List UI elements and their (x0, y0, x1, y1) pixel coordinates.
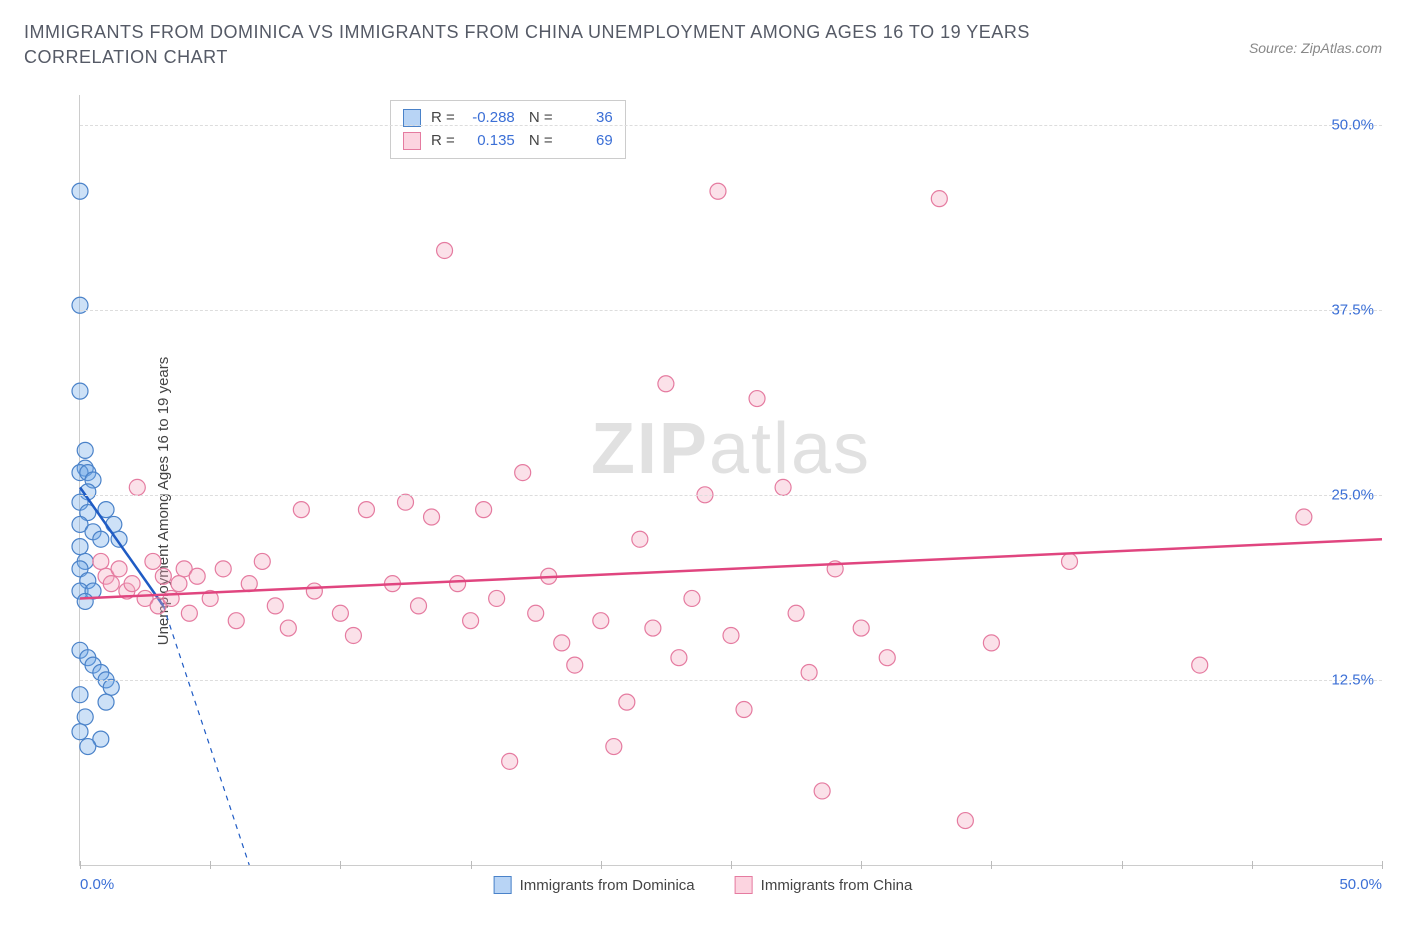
source-attribution: Source: ZipAtlas.com (1249, 40, 1382, 56)
data-point (332, 605, 348, 621)
data-point (72, 539, 88, 555)
data-point (749, 391, 765, 407)
data-point (814, 783, 830, 799)
data-point (1296, 509, 1312, 525)
data-point (98, 694, 114, 710)
data-point (72, 183, 88, 199)
data-point (93, 553, 109, 569)
data-point (450, 576, 466, 592)
data-point (72, 383, 88, 399)
data-point (254, 553, 270, 569)
data-point (775, 479, 791, 495)
data-point (398, 494, 414, 510)
data-point (358, 502, 374, 518)
data-point (181, 605, 197, 621)
data-point (77, 709, 93, 725)
legend-item-china: Immigrants from China (735, 876, 913, 894)
data-point (931, 191, 947, 207)
legend-swatch-dominica (494, 876, 512, 894)
data-point (476, 502, 492, 518)
data-point (77, 442, 93, 458)
data-point (145, 553, 161, 569)
data-point (801, 665, 817, 681)
data-point (489, 590, 505, 606)
x-axis-min-label: 0.0% (80, 876, 114, 893)
legend: Immigrants from Dominica Immigrants from… (494, 876, 913, 894)
data-point (879, 650, 895, 666)
data-point (93, 531, 109, 547)
data-point (658, 376, 674, 392)
data-point (111, 561, 127, 577)
data-point (103, 576, 119, 592)
data-point (632, 531, 648, 547)
data-point (606, 739, 622, 755)
legend-item-dominica: Immigrants from Dominica (494, 876, 695, 894)
legend-swatch-china (735, 876, 753, 894)
data-point (155, 568, 171, 584)
data-point (171, 576, 187, 592)
trend-line-extension (163, 606, 249, 865)
legend-label-china: Immigrants from China (761, 877, 913, 894)
data-point (241, 576, 257, 592)
data-point (1062, 553, 1078, 569)
data-point (228, 613, 244, 629)
data-point (106, 516, 122, 532)
data-point (280, 620, 296, 636)
data-point (853, 620, 869, 636)
data-point (1192, 657, 1208, 673)
data-point (515, 465, 531, 481)
data-point (411, 598, 427, 614)
data-point (788, 605, 804, 621)
data-point (72, 724, 88, 740)
data-point (306, 583, 322, 599)
data-point (723, 627, 739, 643)
data-point (267, 598, 283, 614)
plot-area: ZIPatlas R = -0.288 N = 36 R = 0.135 N =… (79, 95, 1382, 866)
legend-label-dominica: Immigrants from Dominica (520, 877, 695, 894)
data-point (103, 679, 119, 695)
data-point (736, 702, 752, 718)
data-point (983, 635, 999, 651)
scatter-svg (80, 95, 1382, 865)
chart-title: IMMIGRANTS FROM DOMINICA VS IMMIGRANTS F… (24, 20, 1124, 70)
y-tick-label: 50.0% (1331, 116, 1374, 133)
data-point (72, 297, 88, 313)
data-point (124, 576, 140, 592)
trend-line (80, 539, 1382, 598)
data-point (215, 561, 231, 577)
data-point (437, 242, 453, 258)
data-point (619, 694, 635, 710)
y-tick-label: 37.5% (1331, 301, 1374, 318)
data-point (293, 502, 309, 518)
data-point (645, 620, 661, 636)
data-point (424, 509, 440, 525)
data-point (72, 687, 88, 703)
data-point (189, 568, 205, 584)
data-point (528, 605, 544, 621)
data-point (80, 739, 96, 755)
data-point (957, 813, 973, 829)
data-point (502, 753, 518, 769)
y-tick-label: 12.5% (1331, 671, 1374, 688)
y-tick-label: 25.0% (1331, 486, 1374, 503)
x-axis-max-label: 50.0% (1339, 876, 1382, 893)
data-point (554, 635, 570, 651)
data-point (567, 657, 583, 673)
chart-container: Unemployment Among Ages 16 to 19 years Z… (24, 95, 1382, 906)
data-point (593, 613, 609, 629)
data-point (671, 650, 687, 666)
data-point (710, 183, 726, 199)
data-point (463, 613, 479, 629)
data-point (345, 627, 361, 643)
data-point (77, 593, 93, 609)
data-point (129, 479, 145, 495)
data-point (684, 590, 700, 606)
